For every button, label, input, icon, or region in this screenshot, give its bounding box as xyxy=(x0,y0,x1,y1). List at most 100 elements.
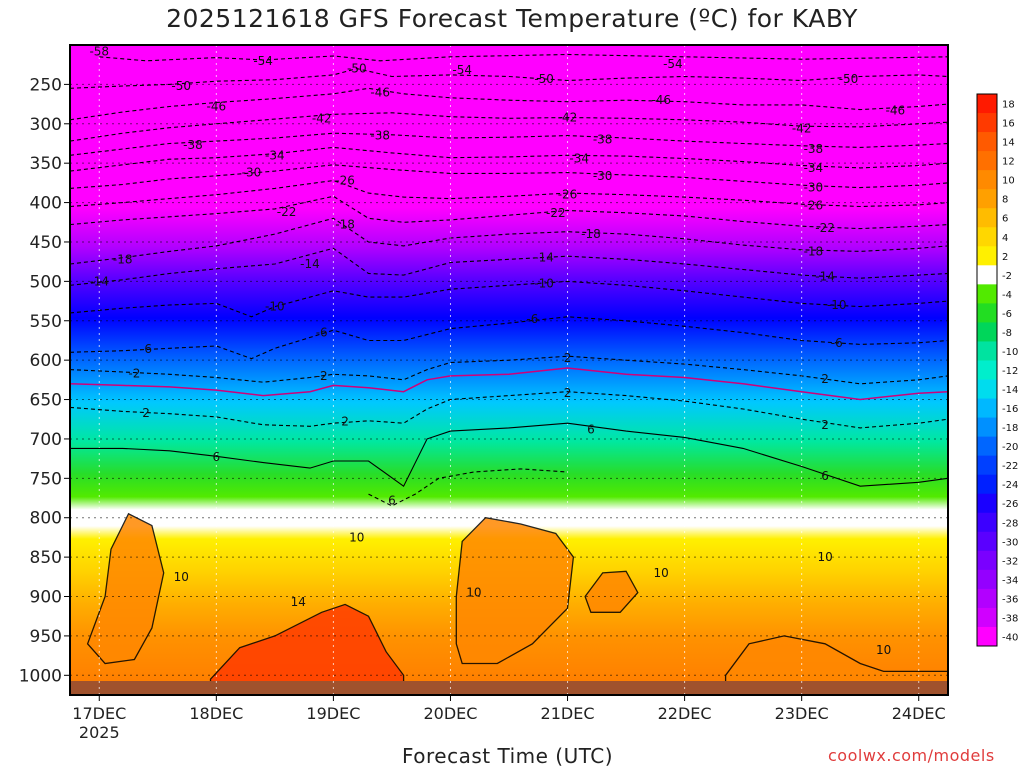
contour-label-8: -46 xyxy=(207,99,227,113)
colorbar-swatch--26 xyxy=(977,493,997,514)
x-tick-label-19DEC: 19DEC xyxy=(306,704,360,723)
x-tick-year-label: 2025 xyxy=(79,723,120,742)
contour-label-text: 6 xyxy=(213,450,221,464)
isotherm--22-9 xyxy=(70,195,948,230)
contour-label-13: -42 xyxy=(558,110,578,124)
contour-label-text: -50 xyxy=(839,72,859,86)
colorbar-swatch--36 xyxy=(977,588,997,609)
x-tick-label-18DEC: 18DEC xyxy=(189,704,243,723)
contour-label-text: -26 xyxy=(335,174,355,188)
contour-label-27: -26 xyxy=(804,199,824,213)
isotherm--38-5 xyxy=(70,132,948,156)
y-tick-label-350: 350 xyxy=(30,154,62,174)
contour-label-text: -22 xyxy=(815,221,835,235)
colorbar-swatch--32 xyxy=(977,550,997,571)
colorbar-swatch--16 xyxy=(977,398,997,419)
contour-label-text: 10 xyxy=(174,570,189,584)
contour-label-text: -26 xyxy=(558,188,578,202)
contour-label-2: -50 xyxy=(347,62,367,76)
colorbar-swatch-10 xyxy=(977,170,997,190)
isotherm--2-14 xyxy=(70,367,948,401)
contour-label-32: -18 xyxy=(335,218,355,232)
colorbar-swatch--14 xyxy=(977,379,997,400)
isotherm-2-16 xyxy=(70,391,948,429)
colorbar-swatch--18 xyxy=(977,417,997,438)
contour-label-56: 6 xyxy=(587,422,595,436)
contour-label-0: -58 xyxy=(89,45,109,58)
contour-label-57: 6 xyxy=(821,469,829,483)
colorbar-label-14: 14 xyxy=(1002,138,1015,149)
contour-label-40: -10 xyxy=(534,277,554,291)
colorbar-label-6: 6 xyxy=(1002,214,1008,225)
colorbar-label--28: -28 xyxy=(1002,518,1018,529)
colorbar-label-8: 8 xyxy=(1002,195,1008,206)
contour-label-text: -6 xyxy=(316,326,328,340)
contour-label-text: -54 xyxy=(452,63,472,77)
colorbar-swatch--22 xyxy=(977,455,997,476)
colorbar-swatch--10 xyxy=(977,341,997,361)
contour-label-text: -10 xyxy=(265,300,285,314)
isotherm--18-10 xyxy=(70,217,948,265)
contour-label-text: -2 xyxy=(128,367,140,381)
colorbar-label--8: -8 xyxy=(1002,328,1012,339)
colorbar-swatch-12 xyxy=(977,151,997,171)
contour-label-text: -54 xyxy=(663,57,683,71)
y-tick-label-400: 400 xyxy=(30,194,62,214)
contour-label-text: -6 xyxy=(140,342,152,356)
contour-label-9: -46 xyxy=(370,85,390,99)
contour-label-text: -30 xyxy=(804,181,824,195)
ground-strip xyxy=(70,681,948,695)
contour-label-48: 2 xyxy=(564,351,572,365)
contour-label-55: 6 xyxy=(388,493,396,507)
contour-label-15: -38 xyxy=(183,138,203,152)
colorbar-swatch--30 xyxy=(977,531,997,552)
contour-label-59: 10 xyxy=(174,570,189,584)
contour-label-text: -14 xyxy=(89,274,109,288)
contour-label-6: -50 xyxy=(534,72,554,86)
y-tick-label-950: 950 xyxy=(30,627,62,647)
contour-label-text: -14 xyxy=(534,251,554,265)
colorbar-swatch--6 xyxy=(977,303,997,323)
contour-label-text: -42 xyxy=(792,122,812,136)
plot-frame xyxy=(69,44,949,696)
contour-label-50: 2 xyxy=(341,415,349,429)
chart-title: 2025121618 GFS Forecast Temperature (ºC)… xyxy=(166,4,858,33)
contour-label-16: -38 xyxy=(370,129,390,143)
colorbar-label--34: -34 xyxy=(1002,575,1018,586)
contour-label-1: -54 xyxy=(253,54,273,68)
contour-label-11: -46 xyxy=(886,103,906,117)
contour-label-54: 6 xyxy=(213,450,221,464)
y-tick-label-700: 700 xyxy=(30,430,62,450)
contour-label-21: -34 xyxy=(804,161,824,175)
contour-label-30: -22 xyxy=(815,221,835,235)
colorbar-label--24: -24 xyxy=(1002,480,1018,491)
contour-label-text: -54 xyxy=(253,54,273,68)
contour-label-text: -30 xyxy=(242,166,262,180)
colorbar-frame xyxy=(976,93,998,647)
x-tick-label-17DEC: 17DEC xyxy=(72,704,126,723)
colorbar-swatch-4 xyxy=(977,227,997,247)
contour-label-43: -6 xyxy=(316,326,328,340)
x-axis-title: Forecast Time (UTC) xyxy=(402,744,614,768)
isotherm--10-12 xyxy=(70,280,948,318)
colorbar-swatch--12 xyxy=(977,360,997,381)
contour-label-38: -14 xyxy=(815,270,835,284)
y-tick-label-300: 300 xyxy=(30,115,62,135)
y-tick-label-450: 450 xyxy=(30,233,62,253)
contour-label-text: -34 xyxy=(265,148,285,162)
colorbar-label-18: 18 xyxy=(1002,100,1015,111)
contour-label-text: -6 xyxy=(831,336,843,350)
y-tick-label-650: 650 xyxy=(30,391,62,411)
isotherm--26-8 xyxy=(70,179,948,208)
x-tick-label-23DEC: 23DEC xyxy=(775,704,829,723)
colorbar-label--4: -4 xyxy=(1002,290,1012,301)
contour-label-text: -18 xyxy=(335,218,355,232)
contour-label-51: 2 xyxy=(564,386,572,400)
y-tick-label-600: 600 xyxy=(30,351,62,371)
contour-label-25: -26 xyxy=(335,174,355,188)
contour-label-14: -42 xyxy=(792,122,812,136)
contour-label-text: -30 xyxy=(593,169,613,183)
contour-label-46: -2 xyxy=(128,367,140,381)
contour-label-text: -42 xyxy=(558,110,578,124)
contour-label-text: -34 xyxy=(569,151,589,165)
